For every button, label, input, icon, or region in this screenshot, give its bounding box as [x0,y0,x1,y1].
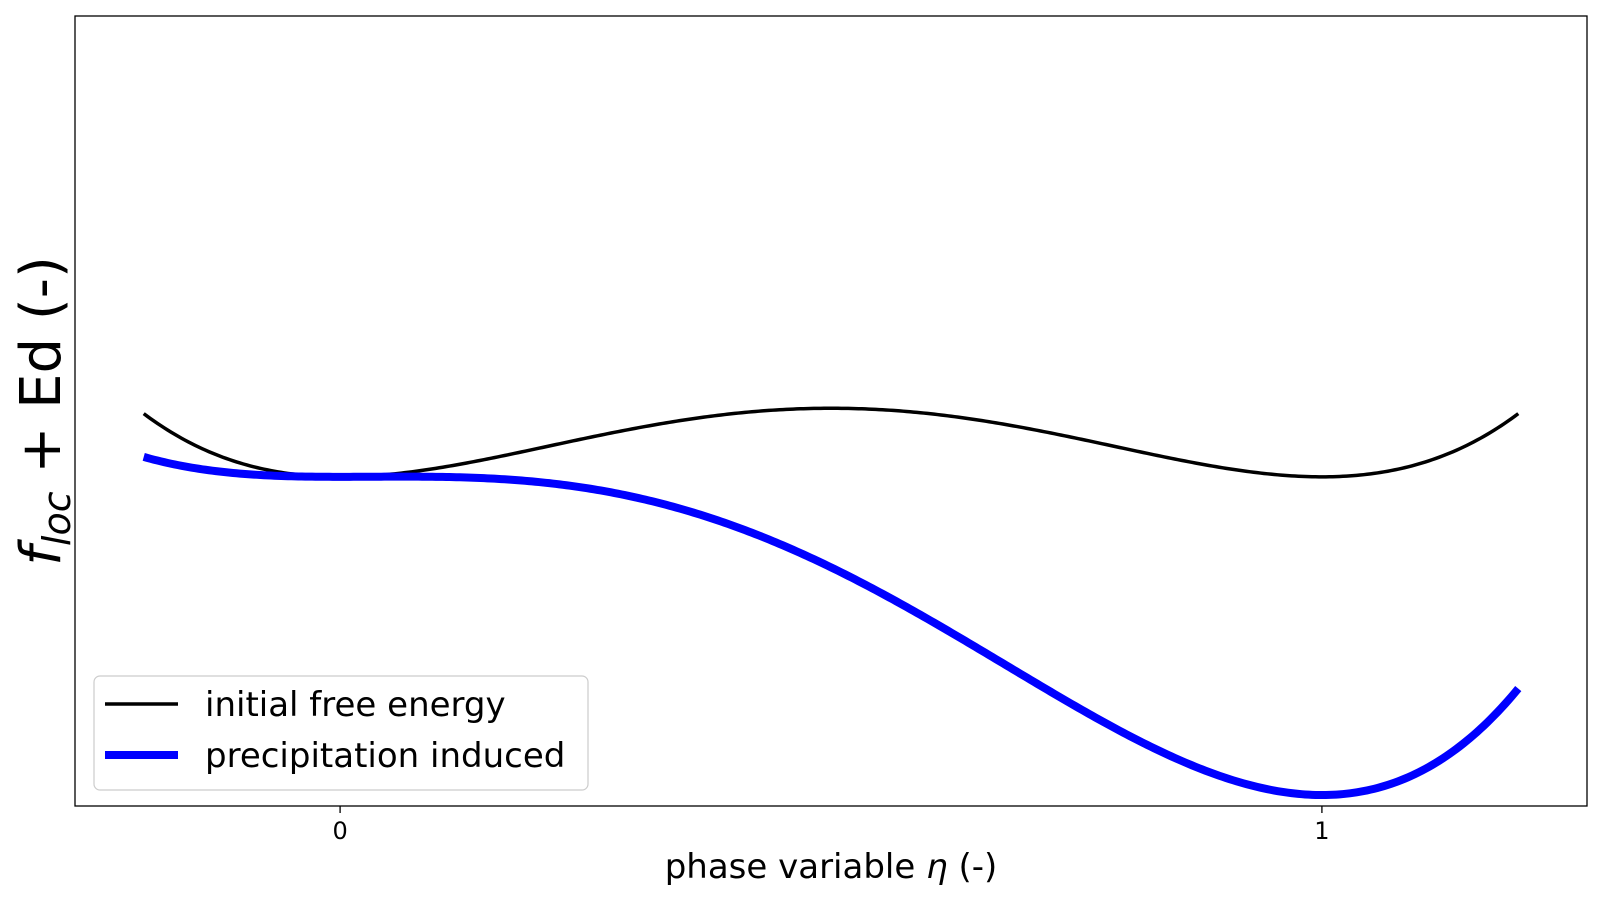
x-tick-label: 0 [332,817,347,845]
legend: initial free energy precipitation induce… [93,675,589,791]
legend-label-precipitation: precipitation induced [205,736,565,776]
legend-box [93,675,589,791]
series-layer [142,406,1522,800]
x-tick-label: 1 [1314,817,1329,845]
series-line-precipitation [142,453,1522,800]
legend-label-initial: initial free energy [205,685,506,725]
plot-frame [74,15,1588,807]
y-axis-label: floc + Ed (-) [9,256,79,566]
x-axis-label: phase variable η (-) [665,847,998,887]
